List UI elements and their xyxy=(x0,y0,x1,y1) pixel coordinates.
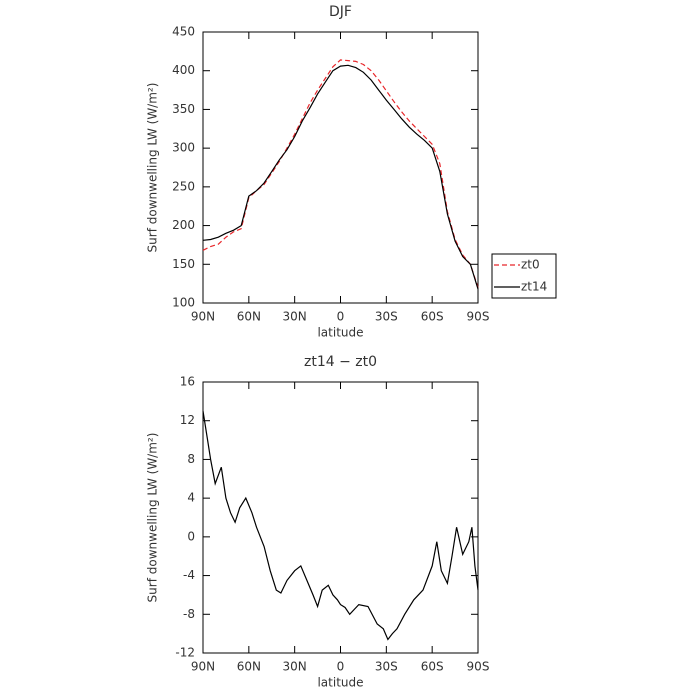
x-tick-label: 60N xyxy=(237,660,261,674)
legend-label: zt14 xyxy=(521,280,547,294)
y-tick-label: 150 xyxy=(172,257,195,271)
y-tick-label: -8 xyxy=(183,607,195,621)
y-tick-label: 450 xyxy=(172,25,195,39)
y-tick-label: 100 xyxy=(172,296,195,310)
y-tick-label: 350 xyxy=(172,102,195,116)
y-tick-label: 12 xyxy=(180,413,195,427)
x-tick-label: 60N xyxy=(237,310,261,324)
x-tick-label: 0 xyxy=(337,310,345,324)
legend-label: zt0 xyxy=(521,258,540,272)
y-tick-label: 16 xyxy=(180,375,195,389)
x-tick-label: 60S xyxy=(421,310,444,324)
x-axis-label: latitude xyxy=(317,676,363,690)
y-tick-label: 250 xyxy=(172,179,195,193)
y-tick-label: 400 xyxy=(172,63,195,77)
legend-box xyxy=(491,253,557,299)
y-tick-label: 8 xyxy=(187,452,195,466)
y-axis-label: Surf downwelling LW (W/m²) xyxy=(146,83,160,253)
x-tick-label: 90N xyxy=(191,660,215,674)
chart-title: zt14 − zt0 xyxy=(304,354,377,370)
data-line xyxy=(202,59,479,288)
x-tick-label: 60S xyxy=(421,660,444,674)
y-tick-label: 300 xyxy=(172,141,195,155)
plot-frame xyxy=(202,31,479,304)
x-tick-label: 30N xyxy=(283,660,307,674)
chart-title: DJF xyxy=(329,4,352,20)
x-tick-label: 30S xyxy=(375,660,398,674)
data-line xyxy=(202,64,479,290)
y-axis-label: Surf downwelling LW (W/m²) xyxy=(146,433,160,603)
y-tick-label: -4 xyxy=(183,568,195,582)
x-tick-label: 90N xyxy=(191,310,215,324)
x-tick-label: 0 xyxy=(337,660,345,674)
x-tick-label: 30S xyxy=(375,310,398,324)
x-axis-label: latitude xyxy=(317,326,363,340)
data-line xyxy=(202,410,479,641)
x-tick-label: 90S xyxy=(467,660,490,674)
y-tick-label: 200 xyxy=(172,218,195,232)
y-tick-label: -12 xyxy=(175,646,195,660)
y-tick-label: 0 xyxy=(187,529,195,543)
x-tick-label: 90S xyxy=(467,310,490,324)
x-tick-label: 30N xyxy=(283,310,307,324)
y-tick-label: 4 xyxy=(187,491,195,505)
plot-frame xyxy=(202,381,479,654)
